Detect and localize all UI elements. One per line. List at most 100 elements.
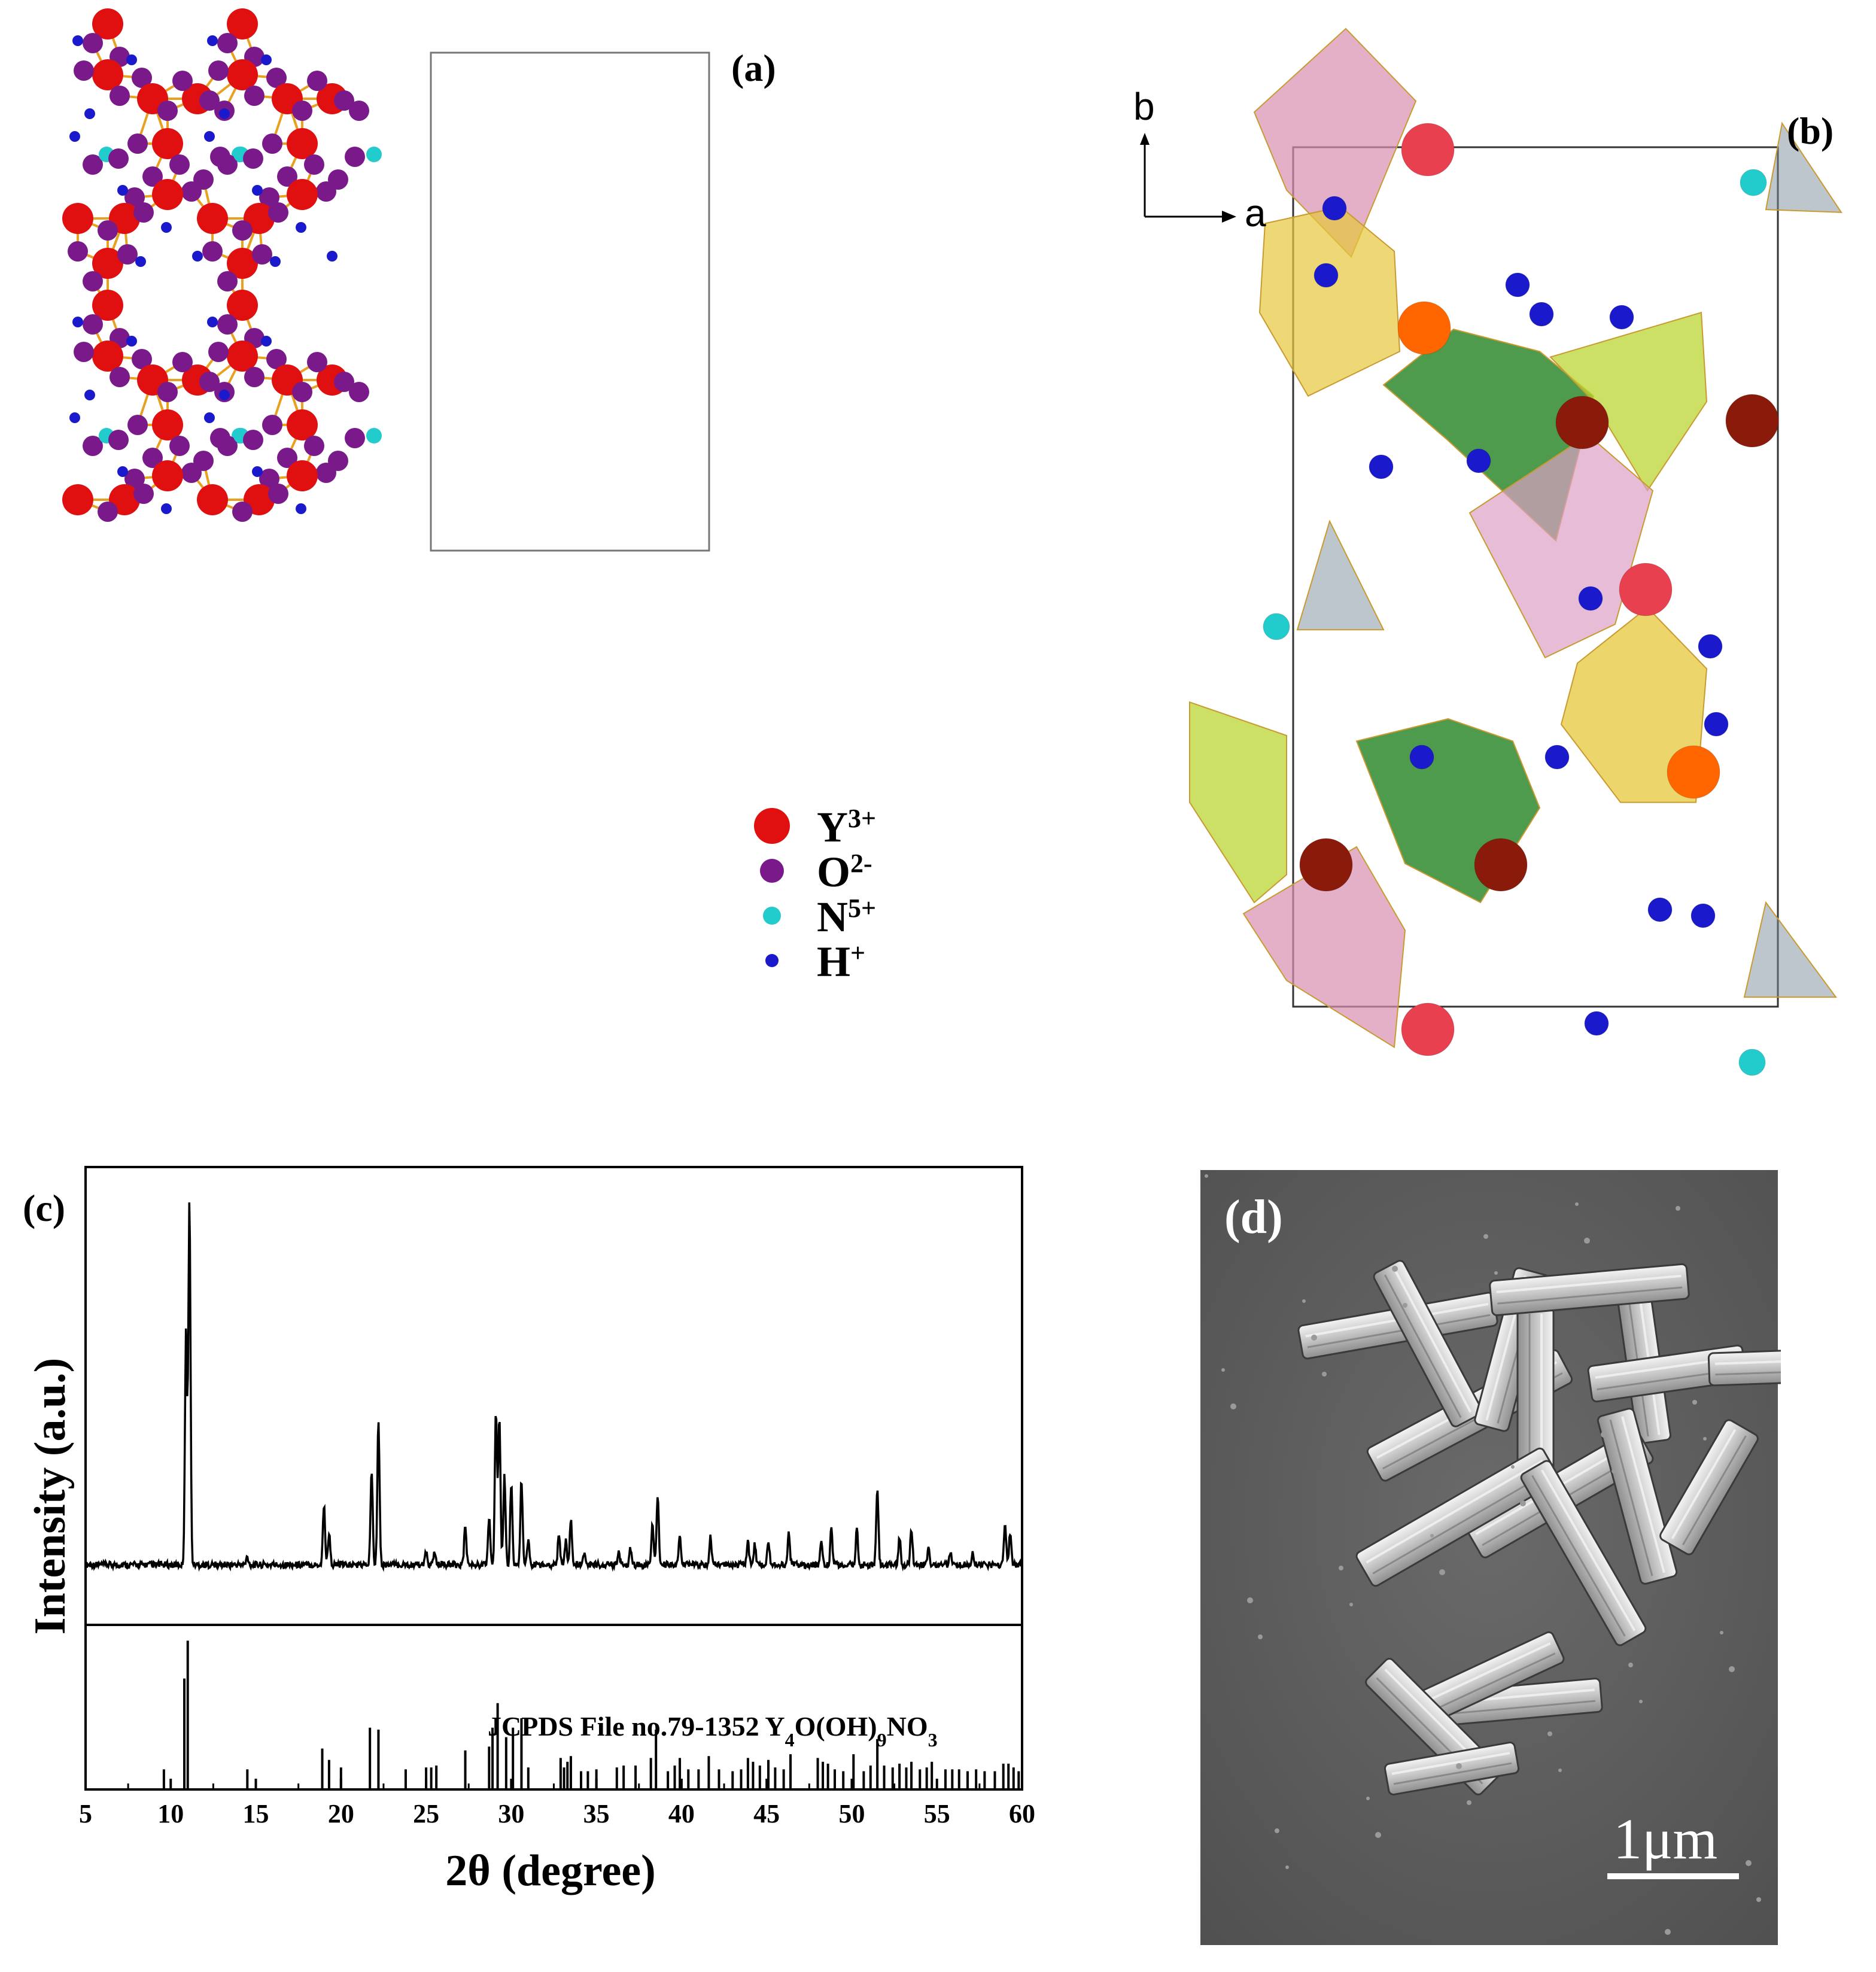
sem-particle (1601, 1432, 1607, 1438)
x-tick-label: 50 (838, 1799, 865, 1828)
axis-b-arrow-icon (1140, 133, 1150, 145)
atom (1322, 196, 1347, 221)
sem-particle (1205, 1174, 1208, 1178)
atom-y (92, 59, 123, 90)
atom-h (270, 256, 281, 267)
atom-o (199, 90, 220, 111)
axis-b-label: b (1133, 85, 1155, 128)
atom-h (72, 35, 83, 46)
atom-o (292, 101, 312, 121)
polyhedron (1258, 206, 1401, 397)
atom (1409, 745, 1434, 770)
legend-swatch-n (763, 907, 781, 925)
sem-particle (1547, 1731, 1552, 1736)
sem-particle (1392, 1266, 1398, 1272)
atom (1725, 394, 1779, 448)
atom-o (127, 415, 148, 435)
atom-h (69, 131, 80, 142)
sem-particle (1703, 1437, 1707, 1441)
sem-particle (1584, 1238, 1590, 1244)
atom-o (142, 448, 163, 468)
atom-o (108, 148, 129, 169)
atom-o (133, 202, 154, 223)
atom (1474, 838, 1528, 892)
atom-y (227, 248, 258, 279)
x-tick-label: 60 (1009, 1799, 1035, 1828)
sem-particle (1720, 1631, 1723, 1634)
atom-o (307, 71, 327, 91)
atom-o (172, 352, 193, 372)
sem-particle (1275, 1828, 1279, 1833)
atom-h (207, 35, 218, 46)
atom-o (98, 502, 118, 522)
atom-o (268, 484, 288, 504)
sem-nanorods (1205, 1174, 1781, 1935)
atom (1690, 903, 1716, 928)
sem-particle (1302, 1299, 1306, 1303)
atom (1397, 301, 1451, 355)
atom-y (227, 341, 258, 372)
atom-o (232, 220, 253, 241)
x-tick-label: 30 (498, 1799, 524, 1828)
atom-h (126, 336, 137, 347)
atom (1667, 745, 1720, 799)
atom-n (366, 428, 382, 443)
atom-o (83, 314, 103, 335)
sem-particle (1639, 1700, 1643, 1703)
atom (1555, 396, 1609, 449)
atom-y (152, 460, 183, 491)
sem-particle (1612, 1469, 1616, 1473)
atom-o (334, 90, 354, 111)
atom-y (62, 203, 93, 234)
atom (1544, 745, 1570, 770)
atom-o (127, 133, 148, 154)
chart-plot-frame (84, 1166, 1023, 1791)
atom-h (204, 131, 215, 142)
atom-o (243, 430, 263, 450)
sem-particle (1247, 1597, 1253, 1603)
panel-b-axes: b a (1133, 85, 1266, 235)
sem-particle (1285, 1865, 1289, 1869)
atom (1369, 454, 1394, 479)
nanorod (1597, 1408, 1678, 1585)
x-tick-label: 5 (79, 1799, 92, 1828)
atom-y (227, 290, 258, 321)
legend-swatch-o (760, 859, 784, 883)
panel-a-unit-cell (430, 51, 710, 552)
atom-o (304, 154, 324, 175)
atom-y (92, 248, 123, 279)
atom-o (132, 68, 152, 88)
atom-y (287, 179, 318, 210)
panel-a-legend: Y3+O2-N5+H+ (754, 803, 876, 986)
panel-a-crystal-structure: (a) Y3+O2-N5+H+ (62, 8, 876, 986)
atom-o (217, 154, 238, 175)
atom-h (161, 222, 172, 233)
panel-b-polyhedra-group (1189, 28, 1842, 1049)
axis-a-arrow-icon (1222, 211, 1236, 223)
atom-y (152, 179, 183, 210)
sem-particle (1558, 1769, 1562, 1772)
atom-h (135, 256, 146, 267)
atom-o (132, 349, 152, 369)
atom (1647, 897, 1673, 922)
x-tick-label: 10 (157, 1799, 184, 1828)
atom-h (207, 317, 218, 327)
nanorod (1373, 1260, 1483, 1427)
polyhedron (1468, 434, 1654, 659)
atom-o (266, 349, 287, 369)
chart-x-ticks: 5 10 15 20 25 30 35 40 45 50 55 60 (79, 1779, 1035, 1828)
atom-h (117, 466, 128, 477)
atom (1584, 1011, 1609, 1036)
atom-y (287, 128, 318, 159)
atom (1401, 123, 1455, 177)
atom-y (287, 409, 318, 440)
sem-particle (1467, 1800, 1471, 1805)
sem-particle (1375, 1832, 1381, 1838)
sem-particle (1746, 1860, 1752, 1866)
atom (1578, 586, 1603, 611)
panel-b-polyhedra: b a (b) (1133, 28, 1842, 1076)
atom-o (244, 367, 264, 387)
atom (1299, 838, 1353, 892)
panel-d-sem-image: (d) 1μm (1200, 1170, 1781, 1945)
panel-a-atoms (62, 8, 382, 522)
